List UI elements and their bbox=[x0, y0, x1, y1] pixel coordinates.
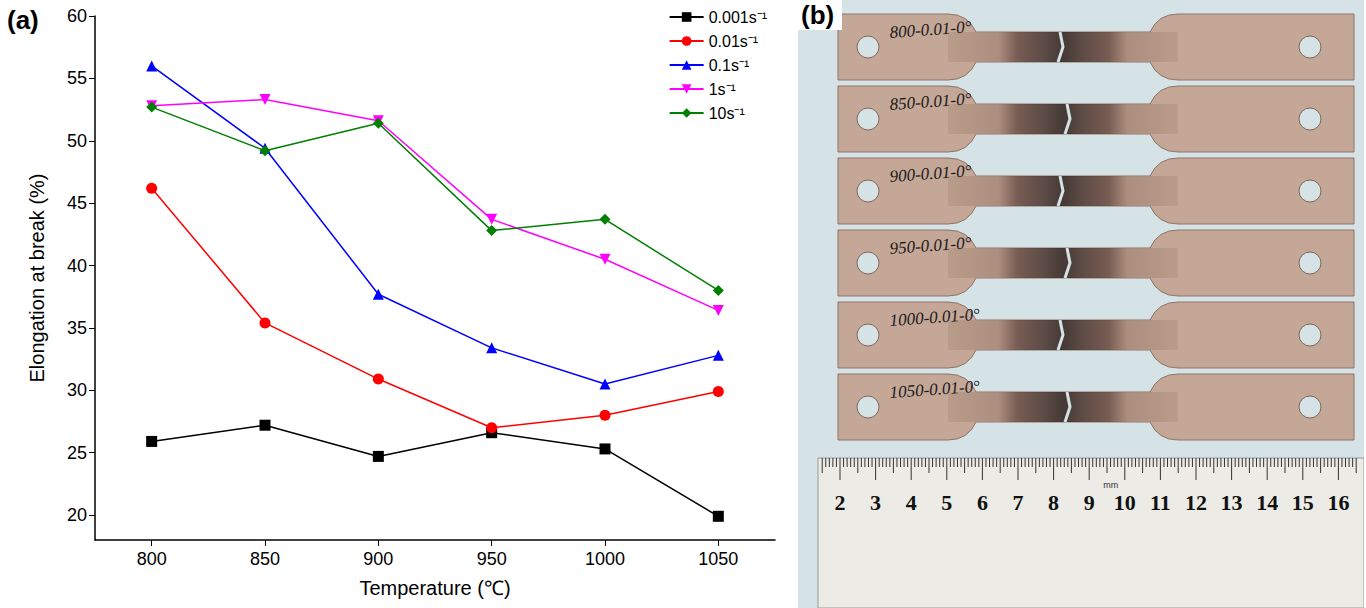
svg-text:11: 11 bbox=[1150, 490, 1171, 515]
svg-text:20: 20 bbox=[67, 505, 87, 525]
svg-text:10: 10 bbox=[1114, 490, 1136, 515]
svg-text:900: 900 bbox=[363, 549, 393, 569]
svg-text:(a): (a) bbox=[7, 5, 39, 35]
svg-text:1000: 1000 bbox=[585, 549, 625, 569]
svg-text:950-0.01-0°: 950-0.01-0° bbox=[889, 233, 972, 258]
svg-text:14: 14 bbox=[1256, 490, 1278, 515]
svg-text:850-0.01-0°: 850-0.01-0° bbox=[889, 89, 972, 114]
svg-text:25: 25 bbox=[67, 443, 87, 463]
svg-text:1s⁻¹: 1s⁻¹ bbox=[709, 81, 736, 98]
svg-text:850: 850 bbox=[250, 549, 280, 569]
svg-text:60: 60 bbox=[67, 6, 87, 26]
svg-text:950: 950 bbox=[477, 549, 507, 569]
svg-text:6: 6 bbox=[977, 490, 988, 515]
svg-text:10s⁻¹: 10s⁻¹ bbox=[709, 105, 745, 122]
svg-text:5: 5 bbox=[941, 490, 952, 515]
svg-text:(b): (b) bbox=[801, 0, 834, 30]
svg-text:2: 2 bbox=[835, 490, 846, 515]
svg-text:1050: 1050 bbox=[698, 549, 738, 569]
svg-text:800: 800 bbox=[137, 549, 167, 569]
svg-text:12: 12 bbox=[1185, 490, 1207, 515]
svg-text:16: 16 bbox=[1327, 490, 1349, 515]
svg-text:0.1s⁻¹: 0.1s⁻¹ bbox=[709, 57, 750, 74]
svg-text:900-0.01-0°: 900-0.01-0° bbox=[889, 161, 972, 186]
svg-text:40: 40 bbox=[67, 256, 87, 276]
svg-text:8: 8 bbox=[1048, 490, 1059, 515]
svg-text:0.01s⁻¹: 0.01s⁻¹ bbox=[709, 33, 758, 50]
svg-text:800-0.01-0°: 800-0.01-0° bbox=[889, 17, 972, 42]
svg-text:Elongation at break (%): Elongation at break (%) bbox=[26, 173, 48, 382]
svg-text:4: 4 bbox=[906, 490, 917, 515]
svg-text:15: 15 bbox=[1292, 490, 1314, 515]
svg-text:9: 9 bbox=[1084, 490, 1095, 515]
svg-text:1050-0.01-0°: 1050-0.01-0° bbox=[889, 377, 981, 402]
svg-text:3: 3 bbox=[870, 490, 881, 515]
svg-text:35: 35 bbox=[67, 318, 87, 338]
svg-text:13: 13 bbox=[1221, 490, 1243, 515]
svg-text:Temperature (℃): Temperature (℃) bbox=[359, 577, 510, 599]
svg-text:1000-0.01-0°: 1000-0.01-0° bbox=[889, 305, 981, 330]
svg-text:45: 45 bbox=[67, 193, 87, 213]
svg-text:55: 55 bbox=[67, 68, 87, 88]
svg-text:50: 50 bbox=[67, 131, 87, 151]
svg-text:30: 30 bbox=[67, 380, 87, 400]
svg-text:0.001s⁻¹: 0.001s⁻¹ bbox=[709, 9, 767, 26]
svg-text:7: 7 bbox=[1013, 490, 1024, 515]
svg-text:mm: mm bbox=[1103, 480, 1118, 490]
